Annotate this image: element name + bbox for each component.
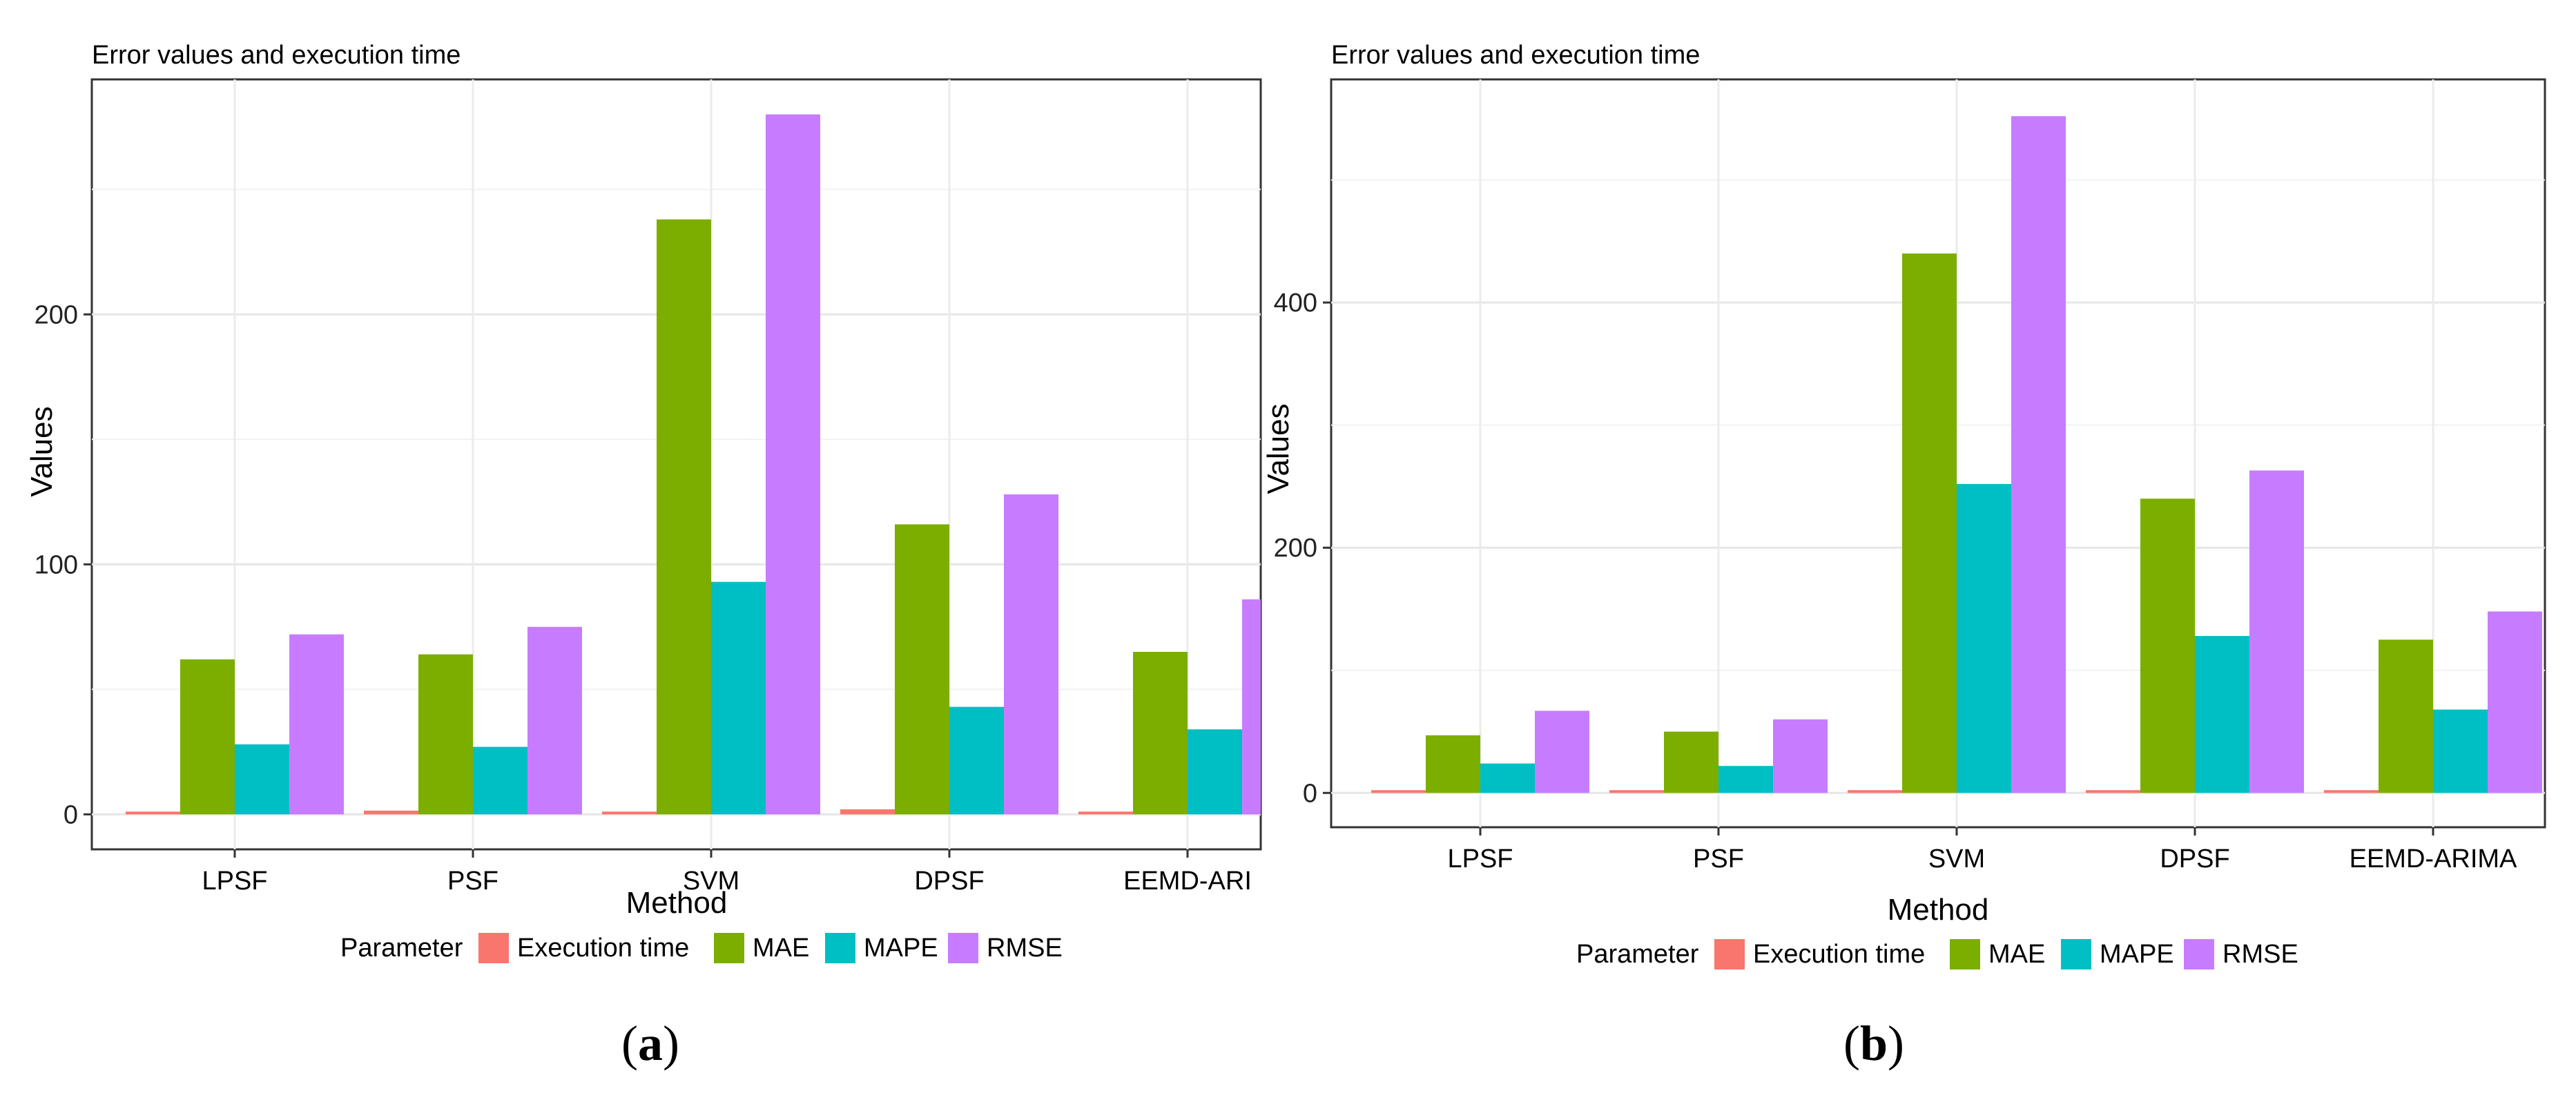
bar-a-psf-mae bbox=[418, 654, 473, 815]
y-tick-label-a: 100 bbox=[35, 550, 78, 579]
legend-label-b-mae: MAE bbox=[1988, 940, 2045, 969]
legend-title-b: Parameter bbox=[1576, 940, 1699, 969]
bar-b-svm-rmse bbox=[2011, 116, 2066, 793]
legend-label-a-rmse: RMSE bbox=[987, 934, 1063, 963]
bar-a-svm-mae bbox=[657, 219, 711, 815]
legend-swatch-a-mae bbox=[714, 933, 744, 963]
y-tick-label-a: 0 bbox=[64, 800, 78, 829]
x-axis-title-b: Method bbox=[1888, 893, 1989, 927]
x-axis-ticks-a: LPSF PSF SVM DPSF EEMD-ARI bbox=[202, 849, 1252, 896]
legend-label-b-rmse: RMSE bbox=[2222, 940, 2298, 969]
bar-b-psf-rmse bbox=[1773, 719, 1828, 793]
x-tick-label-b: DPSF bbox=[2160, 845, 2229, 874]
legend-swatch-a-mape bbox=[825, 933, 855, 963]
bar-b-eemd-arima-mae bbox=[2379, 639, 2433, 793]
x-tick-label-a: SVM bbox=[683, 867, 739, 896]
legend-title-a: Parameter bbox=[340, 934, 463, 963]
bar-a-dpsf-rmse bbox=[1004, 494, 1058, 815]
legend-swatch-b-rmse bbox=[2184, 939, 2214, 969]
bar-b-svm-mape bbox=[1957, 483, 2011, 793]
bar-b-dpsf-mape bbox=[2195, 636, 2249, 793]
bar-b-psf-execution-time bbox=[1609, 790, 1664, 793]
bar-a-svm-mape bbox=[711, 581, 766, 815]
legend-label-a-mae: MAE bbox=[753, 934, 809, 963]
y-axis-title-b: Values bbox=[1261, 403, 1295, 494]
caption-a: (a) bbox=[621, 1016, 679, 1071]
panel-b: Error values and execution time 0200400 … bbox=[1261, 41, 2546, 969]
bar-b-eemd-arima-execution-time bbox=[2324, 790, 2379, 793]
y-tick-label-b: 0 bbox=[1303, 779, 1317, 808]
x-tick-label-a: PSF bbox=[447, 867, 498, 896]
bar-b-psf-mape bbox=[1718, 766, 1773, 793]
legend-label-a-execution-time: Execution time bbox=[517, 934, 689, 963]
bar-a-eemd-arima-rmse bbox=[1242, 599, 1261, 815]
y-tick-label-b: 400 bbox=[1274, 289, 1317, 318]
legend-swatch-b-mape bbox=[2061, 939, 2091, 969]
bar-b-dpsf-execution-time bbox=[2086, 790, 2140, 793]
bar-a-psf-execution-time bbox=[364, 810, 418, 815]
bar-a-svm-execution-time bbox=[602, 811, 657, 815]
bar-b-lpsf-rmse bbox=[1535, 711, 1589, 793]
y-axis-ticks-a: 0 100 200 bbox=[35, 300, 92, 829]
x-tick-label-b: LPSF bbox=[1447, 845, 1513, 874]
bar-a-dpsf-mape bbox=[949, 706, 1004, 815]
legend-a: Parameter Execution time MAE MAPE RMSE bbox=[340, 933, 1063, 963]
legend-label-b-execution-time: Execution time bbox=[1753, 940, 1925, 969]
y-tick-label-b: 200 bbox=[1274, 534, 1317, 563]
legend-swatch-b-mae bbox=[1950, 939, 1980, 969]
bar-a-lpsf-mae bbox=[180, 659, 235, 815]
y-axis-ticks-b: 0 200 400 bbox=[1274, 289, 1331, 808]
chart-title-b: Error values and execution time bbox=[1331, 41, 1700, 70]
bar-a-eemd-arima-mape bbox=[1188, 729, 1242, 815]
bar-a-eemd-arima-execution-time bbox=[1078, 811, 1133, 815]
legend-label-b-mape: MAPE bbox=[2100, 940, 2174, 969]
bar-a-svm-rmse bbox=[766, 114, 820, 815]
bars-b bbox=[1371, 116, 2542, 793]
x-tick-label-a: EEMD-ARI bbox=[1123, 867, 1252, 896]
bar-a-lpsf-rmse bbox=[289, 634, 344, 815]
bar-b-lpsf-execution-time bbox=[1371, 790, 1426, 793]
x-tick-label-b: PSF bbox=[1693, 845, 1744, 874]
x-axis-ticks-b: LPSF PSF SVM DPSF EEMD-ARIMA bbox=[1447, 827, 2517, 874]
bar-b-dpsf-mae bbox=[2140, 499, 2195, 793]
x-tick-label-b: EEMD-ARIMA bbox=[2350, 845, 2517, 874]
bar-b-lpsf-mae bbox=[1426, 735, 1480, 793]
bar-b-dpsf-rmse bbox=[2249, 470, 2304, 793]
bars-a bbox=[126, 114, 1261, 815]
legend-label-a-mape: MAPE bbox=[864, 934, 938, 963]
caption-b: (b) bbox=[1843, 1016, 1904, 1071]
bar-a-lpsf-mape bbox=[235, 744, 289, 815]
bar-a-lpsf-execution-time bbox=[126, 811, 180, 815]
x-tick-label-a: DPSF bbox=[914, 867, 984, 896]
bar-b-eemd-arima-mape bbox=[2433, 709, 2488, 793]
y-axis-title-a: Values bbox=[25, 406, 59, 496]
legend-swatch-a-rmse bbox=[948, 933, 978, 963]
legend-b: Parameter Execution time MAE MAPE RMSE bbox=[1576, 939, 2298, 969]
legend-swatch-b-execution-time bbox=[1714, 939, 1745, 969]
x-axis-title-a: Method bbox=[626, 886, 728, 920]
panel-a: Error values and execution time 0100200 … bbox=[25, 41, 1262, 963]
bar-a-dpsf-execution-time bbox=[840, 809, 895, 815]
chart-title-a: Error values and execution time bbox=[92, 41, 461, 70]
bar-b-svm-mae bbox=[1902, 253, 1957, 793]
bar-a-eemd-arima-mae bbox=[1133, 652, 1188, 815]
x-tick-label-b: SVM bbox=[1928, 845, 1985, 874]
bar-b-psf-mae bbox=[1664, 731, 1718, 793]
bar-b-eemd-arima-rmse bbox=[2488, 611, 2542, 793]
bar-a-psf-rmse bbox=[527, 626, 582, 815]
bar-a-dpsf-mae bbox=[895, 524, 949, 815]
y-tick-label-a: 200 bbox=[35, 300, 78, 329]
bar-b-svm-execution-time bbox=[1848, 790, 1902, 793]
bar-b-lpsf-mape bbox=[1480, 763, 1535, 793]
x-tick-label-a: LPSF bbox=[202, 867, 267, 896]
bar-a-psf-mape bbox=[473, 746, 527, 815]
legend-swatch-a-execution-time bbox=[478, 933, 509, 963]
